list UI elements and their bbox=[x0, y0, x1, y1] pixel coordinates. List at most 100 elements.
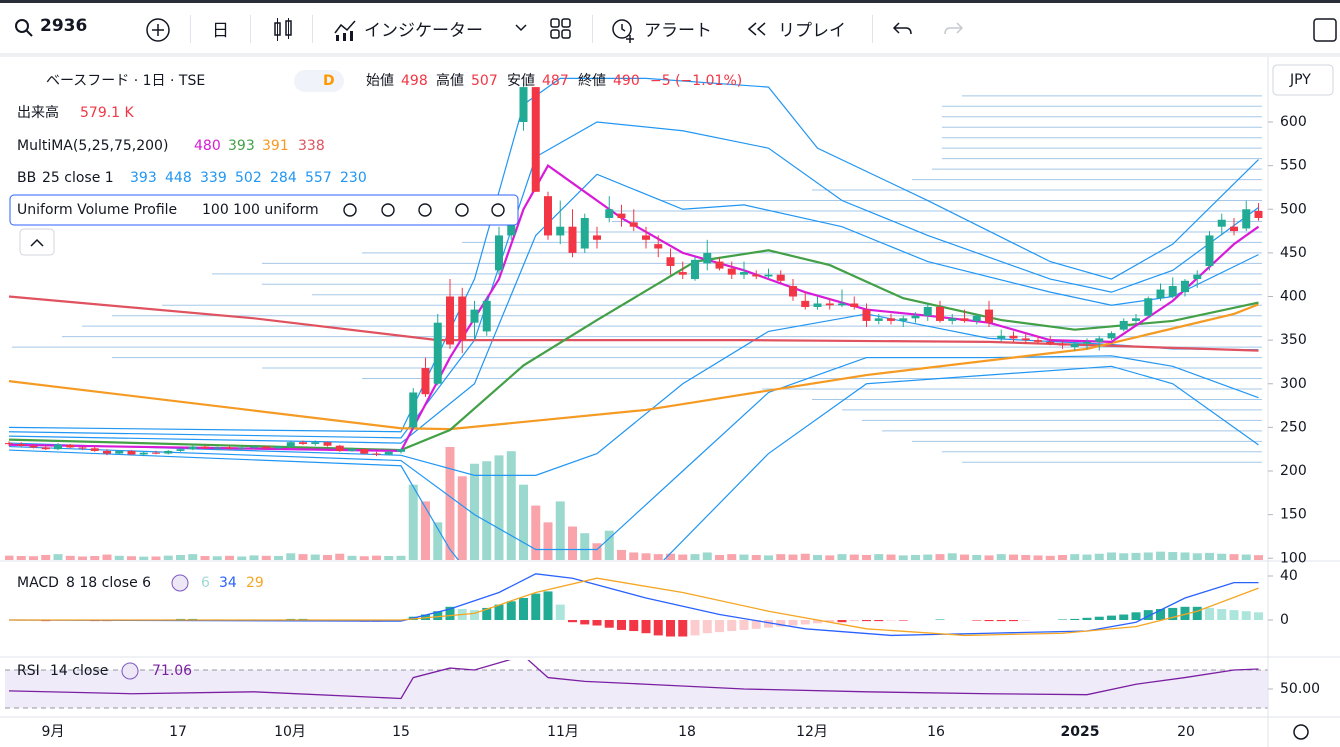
vp-action[interactable] bbox=[343, 203, 357, 217]
layouts[interactable] bbox=[550, 18, 572, 40]
candle-body bbox=[213, 447, 222, 449]
volume-bar bbox=[1070, 554, 1080, 560]
legend-text: 338 bbox=[298, 138, 325, 154]
legend-text: 284 bbox=[270, 170, 297, 186]
dropdown[interactable] bbox=[514, 23, 528, 33]
candle-body bbox=[360, 449, 369, 454]
macd-hist bbox=[715, 620, 724, 633]
macd-hist bbox=[886, 620, 896, 621]
macd-hist bbox=[1131, 612, 1141, 621]
replay[interactable]: リプレイ bbox=[778, 21, 846, 41]
macd-hist bbox=[776, 620, 786, 627]
time-label: 2025 bbox=[1061, 724, 1100, 740]
indicator-line bbox=[8, 303, 1259, 431]
legend-text: 29 bbox=[246, 575, 264, 591]
currency-box bbox=[1272, 64, 1334, 96]
macd-hist bbox=[935, 619, 945, 621]
candle-body bbox=[752, 274, 761, 277]
macd-hist bbox=[1143, 610, 1153, 621]
volume-bar bbox=[911, 554, 920, 560]
candle-body bbox=[103, 450, 111, 454]
price-tick-label: 600 bbox=[1280, 114, 1307, 130]
indicators-icon[interactable] bbox=[333, 17, 359, 43]
alert-icon[interactable] bbox=[610, 16, 638, 44]
macd-hist bbox=[482, 607, 492, 621]
candle-body bbox=[740, 272, 748, 275]
volume-bar bbox=[739, 554, 749, 560]
alert[interactable]: アラート bbox=[644, 21, 712, 41]
vp-action[interactable] bbox=[418, 203, 432, 217]
vp-action[interactable] bbox=[491, 203, 505, 217]
candle-body bbox=[1181, 280, 1189, 293]
volume-bar bbox=[90, 555, 100, 560]
candle-body bbox=[874, 318, 883, 321]
fullscreen[interactable] bbox=[1312, 17, 1338, 43]
volume-bar bbox=[1119, 553, 1129, 560]
candle-body bbox=[1095, 338, 1104, 342]
chart-type[interactable] bbox=[272, 17, 294, 43]
candle-body bbox=[225, 447, 234, 449]
candle-body bbox=[54, 444, 62, 450]
candle-body bbox=[299, 442, 307, 444]
indicators[interactable]: インジケーター bbox=[364, 21, 483, 41]
macd-hist bbox=[837, 620, 847, 623]
vp-action[interactable] bbox=[381, 203, 395, 217]
candle-body bbox=[17, 443, 26, 446]
volume-bar bbox=[151, 556, 161, 560]
time-label: 9月 bbox=[42, 724, 65, 740]
volume-bar bbox=[1180, 552, 1190, 560]
candle-body bbox=[936, 306, 944, 321]
legend-text: 71.06 bbox=[152, 663, 192, 679]
candle-body bbox=[1156, 289, 1165, 299]
volume-bar bbox=[372, 555, 381, 560]
macd-hist bbox=[1156, 609, 1165, 621]
candle-body bbox=[972, 315, 981, 321]
volume-bar bbox=[506, 451, 516, 560]
volume-bar bbox=[16, 555, 26, 560]
volume-bar bbox=[1143, 552, 1153, 560]
candle-body bbox=[482, 300, 491, 332]
legend-text: BB bbox=[17, 170, 36, 186]
vp-action[interactable] bbox=[455, 203, 469, 217]
volume-bar bbox=[543, 522, 553, 560]
candle-body bbox=[1168, 286, 1177, 297]
candle-body bbox=[544, 196, 552, 236]
redo[interactable] bbox=[942, 20, 964, 38]
vp-legend-box bbox=[9, 194, 519, 226]
undo[interactable] bbox=[892, 20, 914, 38]
macd-hist bbox=[531, 593, 541, 621]
legend-text: 100 100 uniform bbox=[202, 202, 319, 218]
volume-bar bbox=[837, 554, 847, 560]
macd-hist bbox=[764, 620, 773, 628]
rsi-tick-label: 50.00 bbox=[1280, 681, 1320, 697]
volume-bar bbox=[898, 555, 908, 560]
interval[interactable]: 日 bbox=[212, 21, 229, 41]
symbol[interactable]: 2936 bbox=[40, 16, 88, 36]
candle-body bbox=[580, 217, 589, 249]
indicator-line bbox=[8, 249, 1259, 452]
macd-hist bbox=[1107, 615, 1116, 621]
macd-hist bbox=[506, 601, 516, 621]
macd-hist bbox=[1241, 611, 1251, 621]
add-symbol[interactable] bbox=[145, 17, 171, 43]
volume-bar bbox=[286, 553, 296, 560]
macd-hist bbox=[1119, 614, 1129, 621]
indicator-line bbox=[9, 577, 1259, 637]
badge: D bbox=[323, 73, 335, 89]
volume-bar bbox=[445, 447, 455, 560]
separator bbox=[250, 15, 251, 43]
candle-body bbox=[237, 447, 246, 449]
legend-text: 高値 bbox=[436, 72, 464, 89]
volume-bar bbox=[188, 554, 198, 560]
replay-icon[interactable] bbox=[746, 21, 770, 37]
candle-body bbox=[372, 453, 381, 455]
candle-body bbox=[1230, 226, 1238, 232]
volume-bar bbox=[421, 501, 430, 560]
candle-body bbox=[262, 446, 271, 449]
volume-bar bbox=[1094, 553, 1104, 560]
separator bbox=[190, 15, 191, 43]
search-icon[interactable] bbox=[14, 18, 34, 38]
volume-bar bbox=[41, 554, 51, 560]
candle-body bbox=[593, 235, 601, 240]
time-label: 18 bbox=[678, 724, 696, 740]
